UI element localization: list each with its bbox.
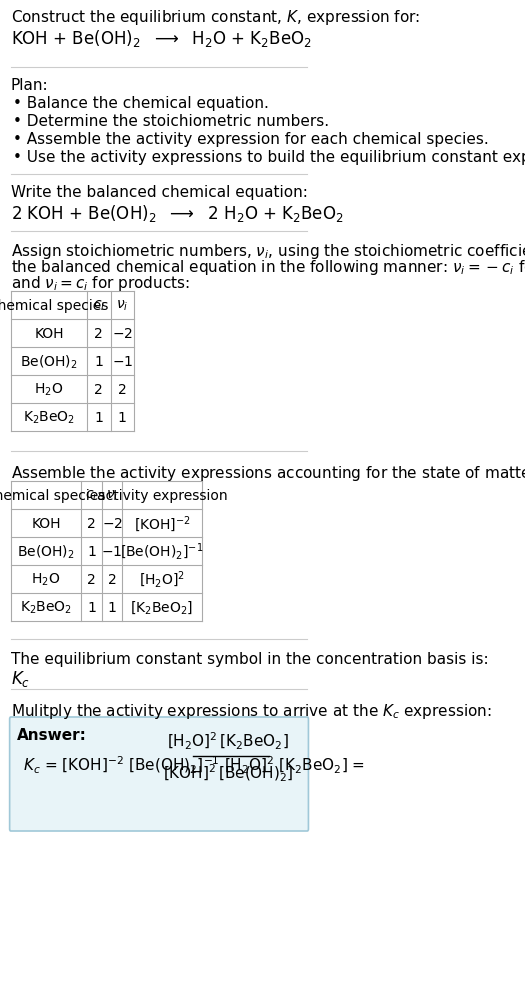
Text: 1: 1 — [87, 545, 96, 559]
Text: • Balance the chemical equation.: • Balance the chemical equation. — [13, 96, 269, 111]
Text: 2: 2 — [108, 573, 117, 587]
Text: $\nu_i$: $\nu_i$ — [116, 299, 129, 313]
Text: $[\mathrm{KOH}]^2\,[\mathrm{Be(OH)_2}]$: $[\mathrm{KOH}]^2\,[\mathrm{Be(OH)_2}]$ — [163, 761, 293, 782]
Text: chemical species: chemical species — [0, 299, 108, 313]
Text: 2: 2 — [94, 327, 103, 341]
Text: Assemble the activity expressions accounting for the state of matter and $\nu_i$: Assemble the activity expressions accoun… — [11, 463, 525, 482]
Text: K$_2$BeO$_2$: K$_2$BeO$_2$ — [23, 409, 75, 426]
Text: H$_2$O: H$_2$O — [32, 572, 61, 588]
FancyBboxPatch shape — [9, 717, 309, 831]
Text: $c_i$: $c_i$ — [93, 299, 105, 313]
Text: $-1$: $-1$ — [101, 545, 123, 559]
Text: 2 KOH + Be(OH)$_2$  $\longrightarrow$  2 H$_2$O + K$_2$BeO$_2$: 2 KOH + Be(OH)$_2$ $\longrightarrow$ 2 H… — [11, 203, 343, 224]
Text: H$_2$O: H$_2$O — [34, 381, 64, 398]
Text: • Determine the stoichiometric numbers.: • Determine the stoichiometric numbers. — [13, 114, 329, 128]
Text: $c_i$: $c_i$ — [86, 488, 98, 503]
Text: Answer:: Answer: — [17, 727, 87, 742]
Text: KOH: KOH — [32, 517, 61, 531]
Text: $-1$: $-1$ — [112, 355, 133, 369]
Text: 1: 1 — [94, 355, 103, 369]
Text: The equilibrium constant symbol in the concentration basis is:: The equilibrium constant symbol in the c… — [11, 651, 488, 666]
Text: K$_2$BeO$_2$: K$_2$BeO$_2$ — [20, 599, 72, 616]
Text: $K_c$: $K_c$ — [11, 668, 30, 688]
Text: [H$_2$O]$^2$: [H$_2$O]$^2$ — [139, 570, 185, 590]
Text: $\nu_i$: $\nu_i$ — [106, 488, 118, 503]
Text: 2: 2 — [87, 517, 96, 531]
Text: [Be(OH)$_2$]$^{-1}$: [Be(OH)$_2$]$^{-1}$ — [120, 542, 204, 562]
Text: Be(OH)$_2$: Be(OH)$_2$ — [20, 353, 78, 370]
Text: 2: 2 — [118, 382, 127, 396]
Text: 1: 1 — [118, 410, 127, 424]
Text: [K$_2$BeO$_2$]: [K$_2$BeO$_2$] — [130, 599, 194, 616]
Text: $-2$: $-2$ — [101, 517, 122, 531]
Text: Be(OH)$_2$: Be(OH)$_2$ — [17, 543, 75, 560]
Text: 2: 2 — [94, 382, 103, 396]
Text: KOH: KOH — [34, 327, 64, 341]
Text: $[\mathrm{H_2O}]^2\,[\mathrm{K_2BeO_2}]$: $[\mathrm{H_2O}]^2\,[\mathrm{K_2BeO_2}]$ — [167, 730, 289, 751]
Text: $K_c$ = [KOH]$^{-2}$ [Be(OH)$_2$]$^{-1}$ [H$_2$O]$^2$ [K$_2$BeO$_2$] =: $K_c$ = [KOH]$^{-2}$ [Be(OH)$_2$]$^{-1}$… — [23, 754, 366, 775]
Text: • Assemble the activity expression for each chemical species.: • Assemble the activity expression for e… — [13, 131, 489, 146]
Text: Plan:: Plan: — [11, 78, 48, 93]
Text: Mulitply the activity expressions to arrive at the $K_c$ expression:: Mulitply the activity expressions to arr… — [11, 701, 491, 720]
Text: [KOH]$^{-2}$: [KOH]$^{-2}$ — [133, 514, 191, 534]
Text: chemical species: chemical species — [0, 488, 105, 503]
Text: $-2$: $-2$ — [112, 327, 133, 341]
Text: KOH + Be(OH)$_2$  $\longrightarrow$  H$_2$O + K$_2$BeO$_2$: KOH + Be(OH)$_2$ $\longrightarrow$ H$_2$… — [11, 28, 312, 49]
Text: and $\nu_i = c_i$ for products:: and $\nu_i = c_i$ for products: — [11, 274, 190, 293]
Text: 1: 1 — [87, 601, 96, 615]
Text: Construct the equilibrium constant, $K$, expression for:: Construct the equilibrium constant, $K$,… — [11, 8, 420, 27]
Text: Write the balanced chemical equation:: Write the balanced chemical equation: — [11, 185, 308, 200]
Text: 1: 1 — [108, 601, 117, 615]
Text: the balanced chemical equation in the following manner: $\nu_i = -c_i$ for react: the balanced chemical equation in the fo… — [11, 258, 525, 277]
Text: Assign stoichiometric numbers, $\nu_i$, using the stoichiometric coefficients, $: Assign stoichiometric numbers, $\nu_i$, … — [11, 242, 525, 261]
Text: 2: 2 — [87, 573, 96, 587]
Text: activity expression: activity expression — [97, 488, 227, 503]
Text: • Use the activity expressions to build the equilibrium constant expression.: • Use the activity expressions to build … — [13, 149, 525, 164]
Text: 1: 1 — [94, 410, 103, 424]
